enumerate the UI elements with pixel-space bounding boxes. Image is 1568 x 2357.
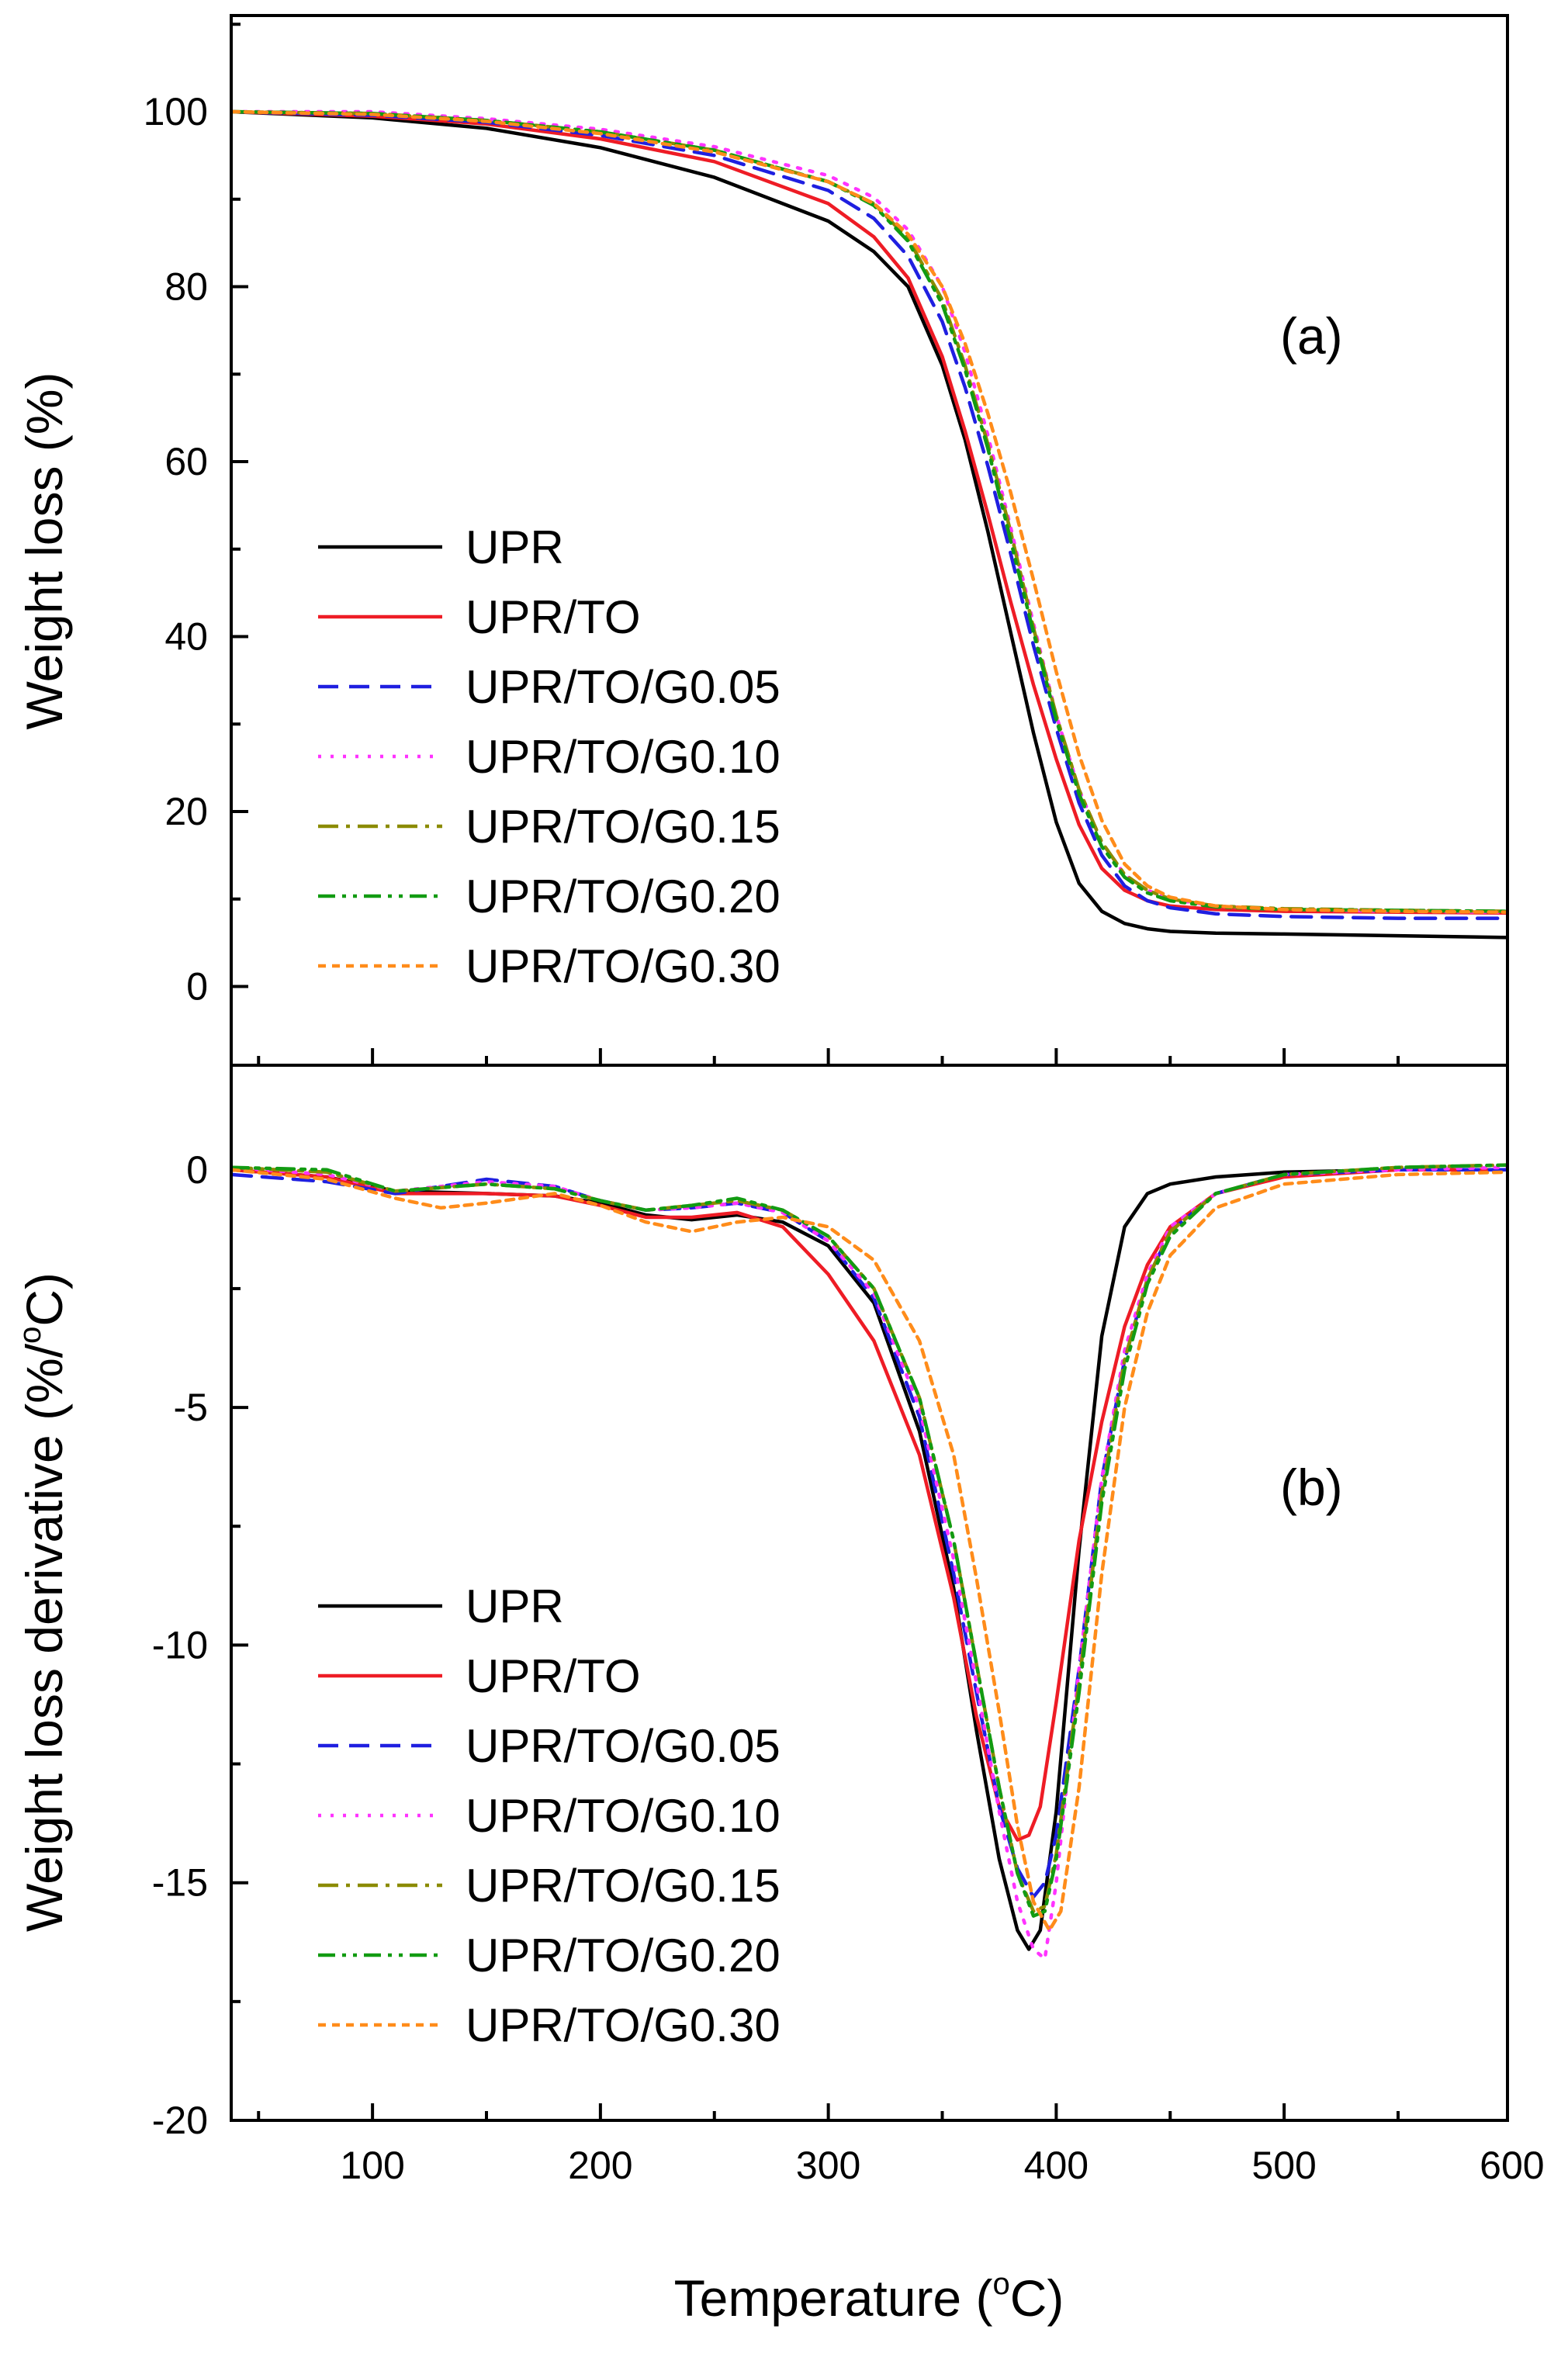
panel-b-derivative: -20 -15 -10 -5 0 Weight loss derivative (%/o… (13, 1064, 1509, 2142)
panel-b-legend: UPR UPR/TO UPR/TO/G0.05 UPR/TO/G0.10 UPR/TO/… (318, 1580, 781, 2051)
panel-a-series-upr (231, 109, 1507, 940)
x-tick-label-200: 200 (568, 2144, 632, 2187)
panel-a-legend-label-upr-to-g0-10: UPR/TO/G0.10 (466, 731, 781, 783)
panel-b-ytick-label: -10 (152, 1623, 208, 1667)
x-tick-label-400: 400 (1024, 2144, 1089, 2187)
panel-b-ytick-labels: -20 -15 -10 -5 0 (152, 1148, 208, 2142)
x-tick-label-100: 100 (340, 2144, 404, 2187)
panel-b-legend-label-upr-to-g0-20: UPR/TO/G0.20 (466, 1930, 781, 1981)
panel-b-ytick-label: -20 (152, 2099, 208, 2142)
x-axis-title-base: Temperature ( (674, 2269, 993, 2327)
panel-a-series-upr-to-g0-05 (231, 109, 1507, 920)
panel-a-legend-label-upr-to-g0-20: UPR/TO/G0.20 (466, 870, 781, 922)
panel-a-legend-label-upr: UPR (466, 521, 564, 573)
panel-b-legend-label-upr-to-g0-15: UPR/TO/G0.15 (466, 1860, 781, 1912)
panel-a-legend: UPR UPR/TO UPR/TO/G0.05 UPR/TO/G0.10 UPR/TO/… (318, 521, 781, 992)
x-tick-label-600: 600 (1480, 2144, 1544, 2187)
panel-a-ytick-label: 60 (164, 440, 208, 483)
x-axis-title-unit: C) (1010, 2269, 1064, 2327)
panel-a-ytick-label: 80 (164, 265, 208, 309)
panel-a-ytick-label: 40 (164, 615, 208, 659)
panel-b-series (231, 1163, 1507, 1961)
panel-b-ytick-label: -15 (152, 1861, 208, 1905)
panel-b-ytick-label: 0 (186, 1148, 208, 1192)
panel-b-legend-label-upr-to-g0-10: UPR/TO/G0.10 (466, 1790, 781, 1842)
x-tick-label-300: 300 (796, 2144, 860, 2187)
panel-a-ytick-label: 100 (144, 90, 208, 133)
panel-b-ylabel-unit: C) (16, 1272, 73, 1327)
panel-a-legend-label-upr-to: UPR/TO (466, 591, 641, 643)
panel-a-legend-label-upr-to-g0-30: UPR/TO/G0.30 (466, 940, 781, 992)
panel-b-ylabel-degree: o (13, 1327, 47, 1344)
x-tick-label-500: 500 (1251, 2144, 1316, 2187)
panel-a-weight-loss: 0 20 40 60 80 100 Weight loss (%) (a) UPR UPR/… (16, 14, 1509, 1067)
panel-b-legend-label-upr-to-g0-30: UPR/TO/G0.30 (466, 1999, 781, 2051)
panel-b-legend-label-upr: UPR (466, 1580, 564, 1632)
panel-b-series-upr-to-g0-20 (231, 1163, 1507, 1918)
panel-a-label: (a) (1280, 307, 1343, 365)
x-axis-title-degree: o (992, 2267, 1009, 2301)
panel-a-ytick-labels: 0 20 40 60 80 100 (144, 90, 208, 1009)
panel-a-series (231, 109, 1507, 940)
panel-a-legend-label-upr-to-g0-15: UPR/TO/G0.15 (466, 801, 781, 853)
panel-a-series-upr-to (231, 109, 1507, 915)
panel-b-series-upr-to (231, 1168, 1507, 1842)
panel-b-label: (b) (1280, 1459, 1343, 1516)
x-tick-labels: 100 200 300 400 500 600 (340, 2144, 1544, 2187)
panel-b-legend-label-upr-to: UPR/TO (466, 1650, 641, 1702)
panel-a-ytick-label: 20 (164, 790, 208, 833)
x-axis-title: Temperature (oC) (674, 2267, 1064, 2327)
panel-a-series-upr-to-g0-30 (231, 109, 1507, 914)
panel-b-ytick-label: -5 (174, 1386, 208, 1429)
panel-b-ylabel-base: Weight loss derivative (%/ (16, 1343, 73, 1932)
panel-b-legend-label-upr-to-g0-05: UPR/TO/G0.05 (466, 1720, 781, 1772)
panel-a-legend-label-upr-to-g0-05: UPR/TO/G0.05 (466, 661, 781, 713)
panel-b-frame (230, 1064, 1509, 2122)
panel-a-ytick-label: 0 (186, 965, 208, 1009)
panel-b-series-upr-to-g0-30 (231, 1168, 1507, 1933)
panel-b-ylabel: Weight loss derivative (%/oC) (13, 1272, 73, 1932)
panel-a-ylabel: Weight loss (%) (16, 372, 73, 730)
